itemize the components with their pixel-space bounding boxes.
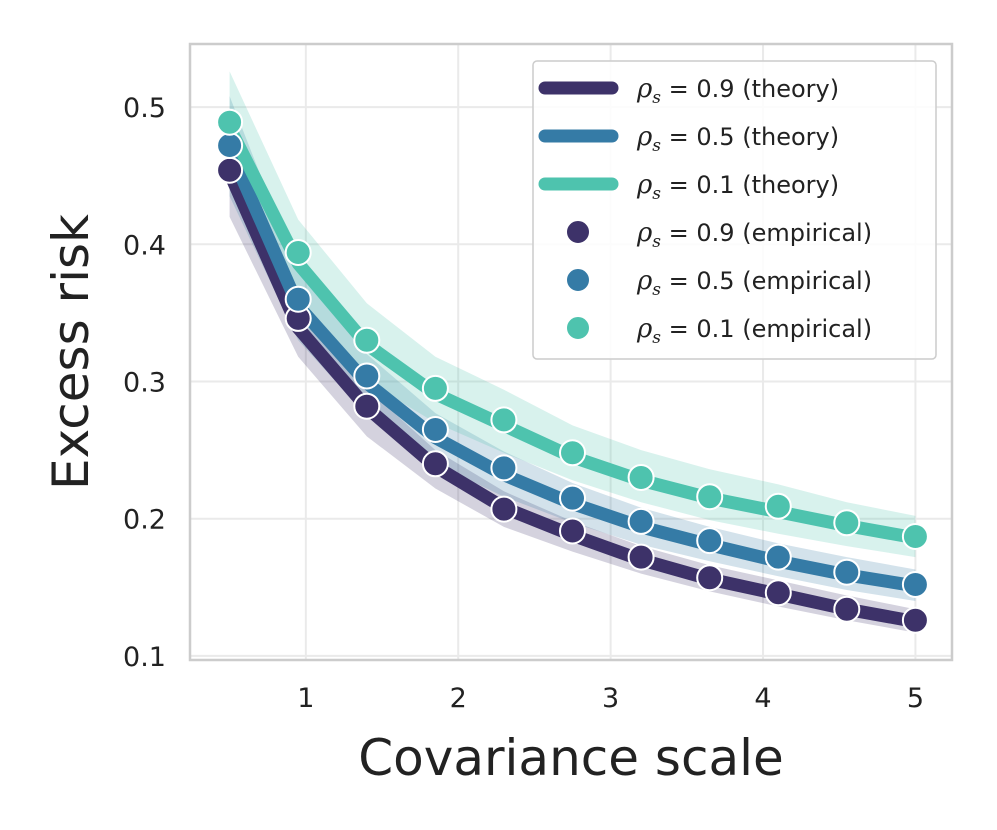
empirical-point bbox=[490, 454, 518, 482]
empirical-point bbox=[901, 571, 929, 598]
legend-label: ρs = 0.1 (empirical) bbox=[636, 314, 872, 348]
x-tick-label: 1 bbox=[297, 683, 314, 714]
empirical-point bbox=[696, 483, 724, 511]
empirical-point bbox=[764, 492, 792, 520]
empirical-points bbox=[216, 108, 929, 634]
empirical-point bbox=[353, 362, 381, 390]
x-tick-label: 4 bbox=[754, 683, 771, 714]
empirical-point bbox=[559, 439, 586, 467]
empirical-point bbox=[216, 156, 244, 184]
y-tick-label: 0.4 bbox=[123, 230, 166, 261]
empirical-point bbox=[627, 507, 655, 535]
legend-label: ρs = 0.1 (theory) bbox=[636, 170, 839, 204]
y-tick-label: 0.3 bbox=[123, 367, 166, 398]
legend-label: ρs = 0.5 (theory) bbox=[636, 122, 839, 156]
y-tick-label: 0.1 bbox=[123, 642, 166, 673]
legend-swatch bbox=[565, 219, 591, 245]
empirical-point bbox=[833, 509, 861, 537]
legend-swatch bbox=[565, 267, 591, 293]
empirical-point bbox=[901, 606, 929, 634]
x-axis-label: Covariance scale bbox=[358, 729, 784, 787]
legend-label: ρs = 0.9 (theory) bbox=[636, 74, 839, 108]
empirical-point bbox=[353, 392, 381, 420]
empirical-point bbox=[627, 543, 655, 571]
empirical-point bbox=[421, 374, 449, 402]
x-tick-label: 5 bbox=[907, 683, 924, 714]
y-tick-label: 0.5 bbox=[123, 93, 166, 124]
empirical-point bbox=[353, 326, 381, 354]
y-tick-label: 0.2 bbox=[123, 505, 166, 536]
empirical-point bbox=[421, 416, 449, 443]
empirical-point bbox=[284, 239, 312, 266]
empirical-point bbox=[627, 464, 655, 491]
empirical-point bbox=[764, 579, 792, 607]
legend-swatch bbox=[565, 315, 591, 341]
empirical-point bbox=[421, 450, 449, 478]
y-axis-label: Excess risk bbox=[42, 214, 100, 490]
empirical-point bbox=[764, 543, 792, 571]
legend: ρs = 0.9 (theory) ρs = 0.5 (theory) ρs = 0… bbox=[532, 60, 937, 360]
empirical-point bbox=[490, 406, 518, 434]
empirical-point bbox=[490, 495, 518, 523]
empirical-point bbox=[833, 595, 861, 623]
tick-labels: 1 2 3 4 5 0.1 0.2 0.3 0.4 0.5 bbox=[123, 93, 924, 714]
x-tick-label: 3 bbox=[602, 683, 619, 714]
empirical-point bbox=[559, 517, 586, 545]
empirical-point bbox=[901, 523, 929, 550]
empirical-point bbox=[216, 132, 244, 159]
empirical-point bbox=[284, 285, 312, 313]
empirical-point bbox=[696, 564, 724, 592]
legend-label: ρs = 0.5 (empirical) bbox=[636, 266, 872, 300]
empirical-point bbox=[833, 558, 861, 586]
empirical-point bbox=[696, 527, 724, 555]
legend-box bbox=[532, 60, 937, 360]
x-tick-label: 2 bbox=[450, 683, 467, 714]
empirical-point bbox=[559, 484, 586, 512]
empirical-point bbox=[216, 108, 244, 136]
plot-frame bbox=[188, 42, 954, 662]
legend-label: ρs = 0.9 (empirical) bbox=[636, 218, 872, 252]
